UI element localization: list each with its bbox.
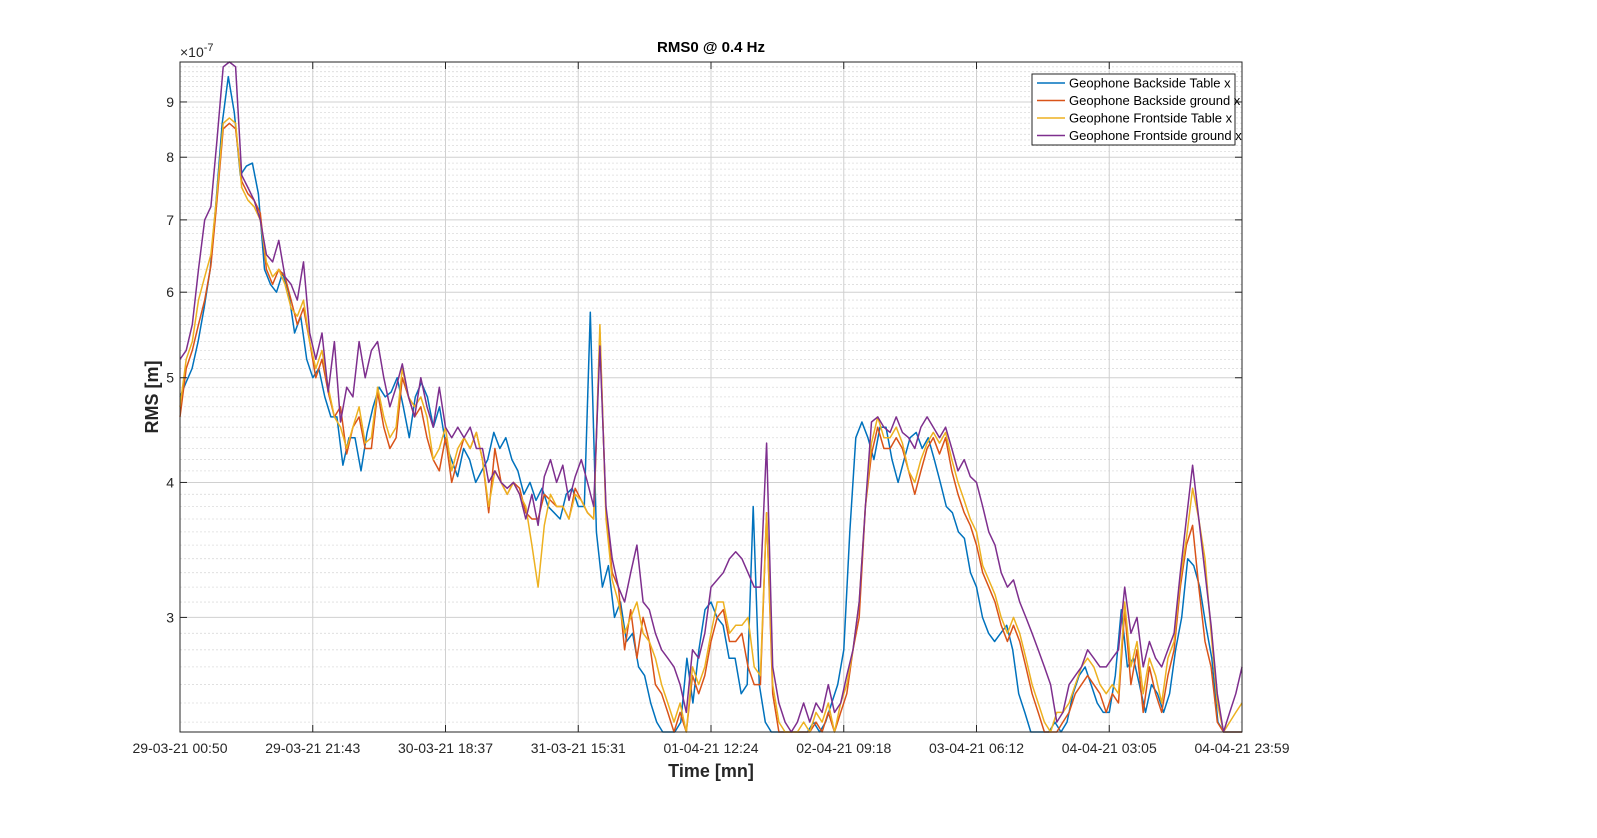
y-tick-label: 4 (166, 474, 174, 490)
x-tick-label: 30-03-21 18:37 (398, 740, 493, 756)
series-line-1 (179, 75, 1242, 733)
series-lines (179, 61, 1243, 733)
series-line-2 (179, 122, 1242, 733)
y-exponent-base: ×10 (180, 44, 204, 60)
x-tick-label: 04-04-21 23:59 (1195, 740, 1290, 756)
x-tick-label: 01-04-21 12:24 (664, 740, 759, 756)
x-tick-label: 29-03-21 21:43 (265, 740, 360, 756)
y-tick-label: 6 (166, 284, 174, 300)
y-tick-label: 5 (166, 370, 174, 386)
legend[interactable]: Geophone Backside Table x Geophone Backsi… (1031, 73, 1242, 146)
y-tick-label: 9 (166, 94, 174, 110)
y-tick-label: 3 (166, 609, 174, 625)
x-axis-ticks: 29-03-21 00:50 29-03-21 21:43 30-03-21 18:… (133, 62, 1290, 756)
legend-label: Geophone Backside Table x (1069, 76, 1231, 91)
y-tick-label: 8 (166, 149, 174, 165)
y-axis-ticks: 3 4 5 6 7 8 9 (166, 94, 1242, 625)
y-tick-label: 7 (166, 212, 174, 228)
y-exponent-label: ×10-7 (180, 42, 214, 60)
x-tick-label: 04-04-21 03:05 (1062, 740, 1157, 756)
chart-title: RMS0 @ 0.4 Hz (657, 39, 765, 56)
x-tick-label: 29-03-21 00:50 (133, 740, 228, 756)
legend-box (1031, 73, 1236, 146)
x-tick-label: 03-04-21 06:12 (929, 740, 1024, 756)
legend-label: Geophone Backside ground x (1069, 93, 1241, 108)
legend-label: Geophone Frontside ground x (1069, 128, 1242, 143)
x-tick-label: 02-04-21 09:18 (796, 740, 891, 756)
x-tick-label: 31-03-21 15:31 (531, 740, 626, 756)
series-line-4 (179, 61, 1243, 733)
y-exponent-power: -7 (204, 42, 214, 54)
x-axis-title: Time [mn] (668, 761, 754, 781)
y-axis-title: RMS [m] (142, 361, 162, 434)
legend-label: Geophone Frontside Table x (1069, 111, 1233, 126)
series-line-3 (179, 117, 1243, 733)
